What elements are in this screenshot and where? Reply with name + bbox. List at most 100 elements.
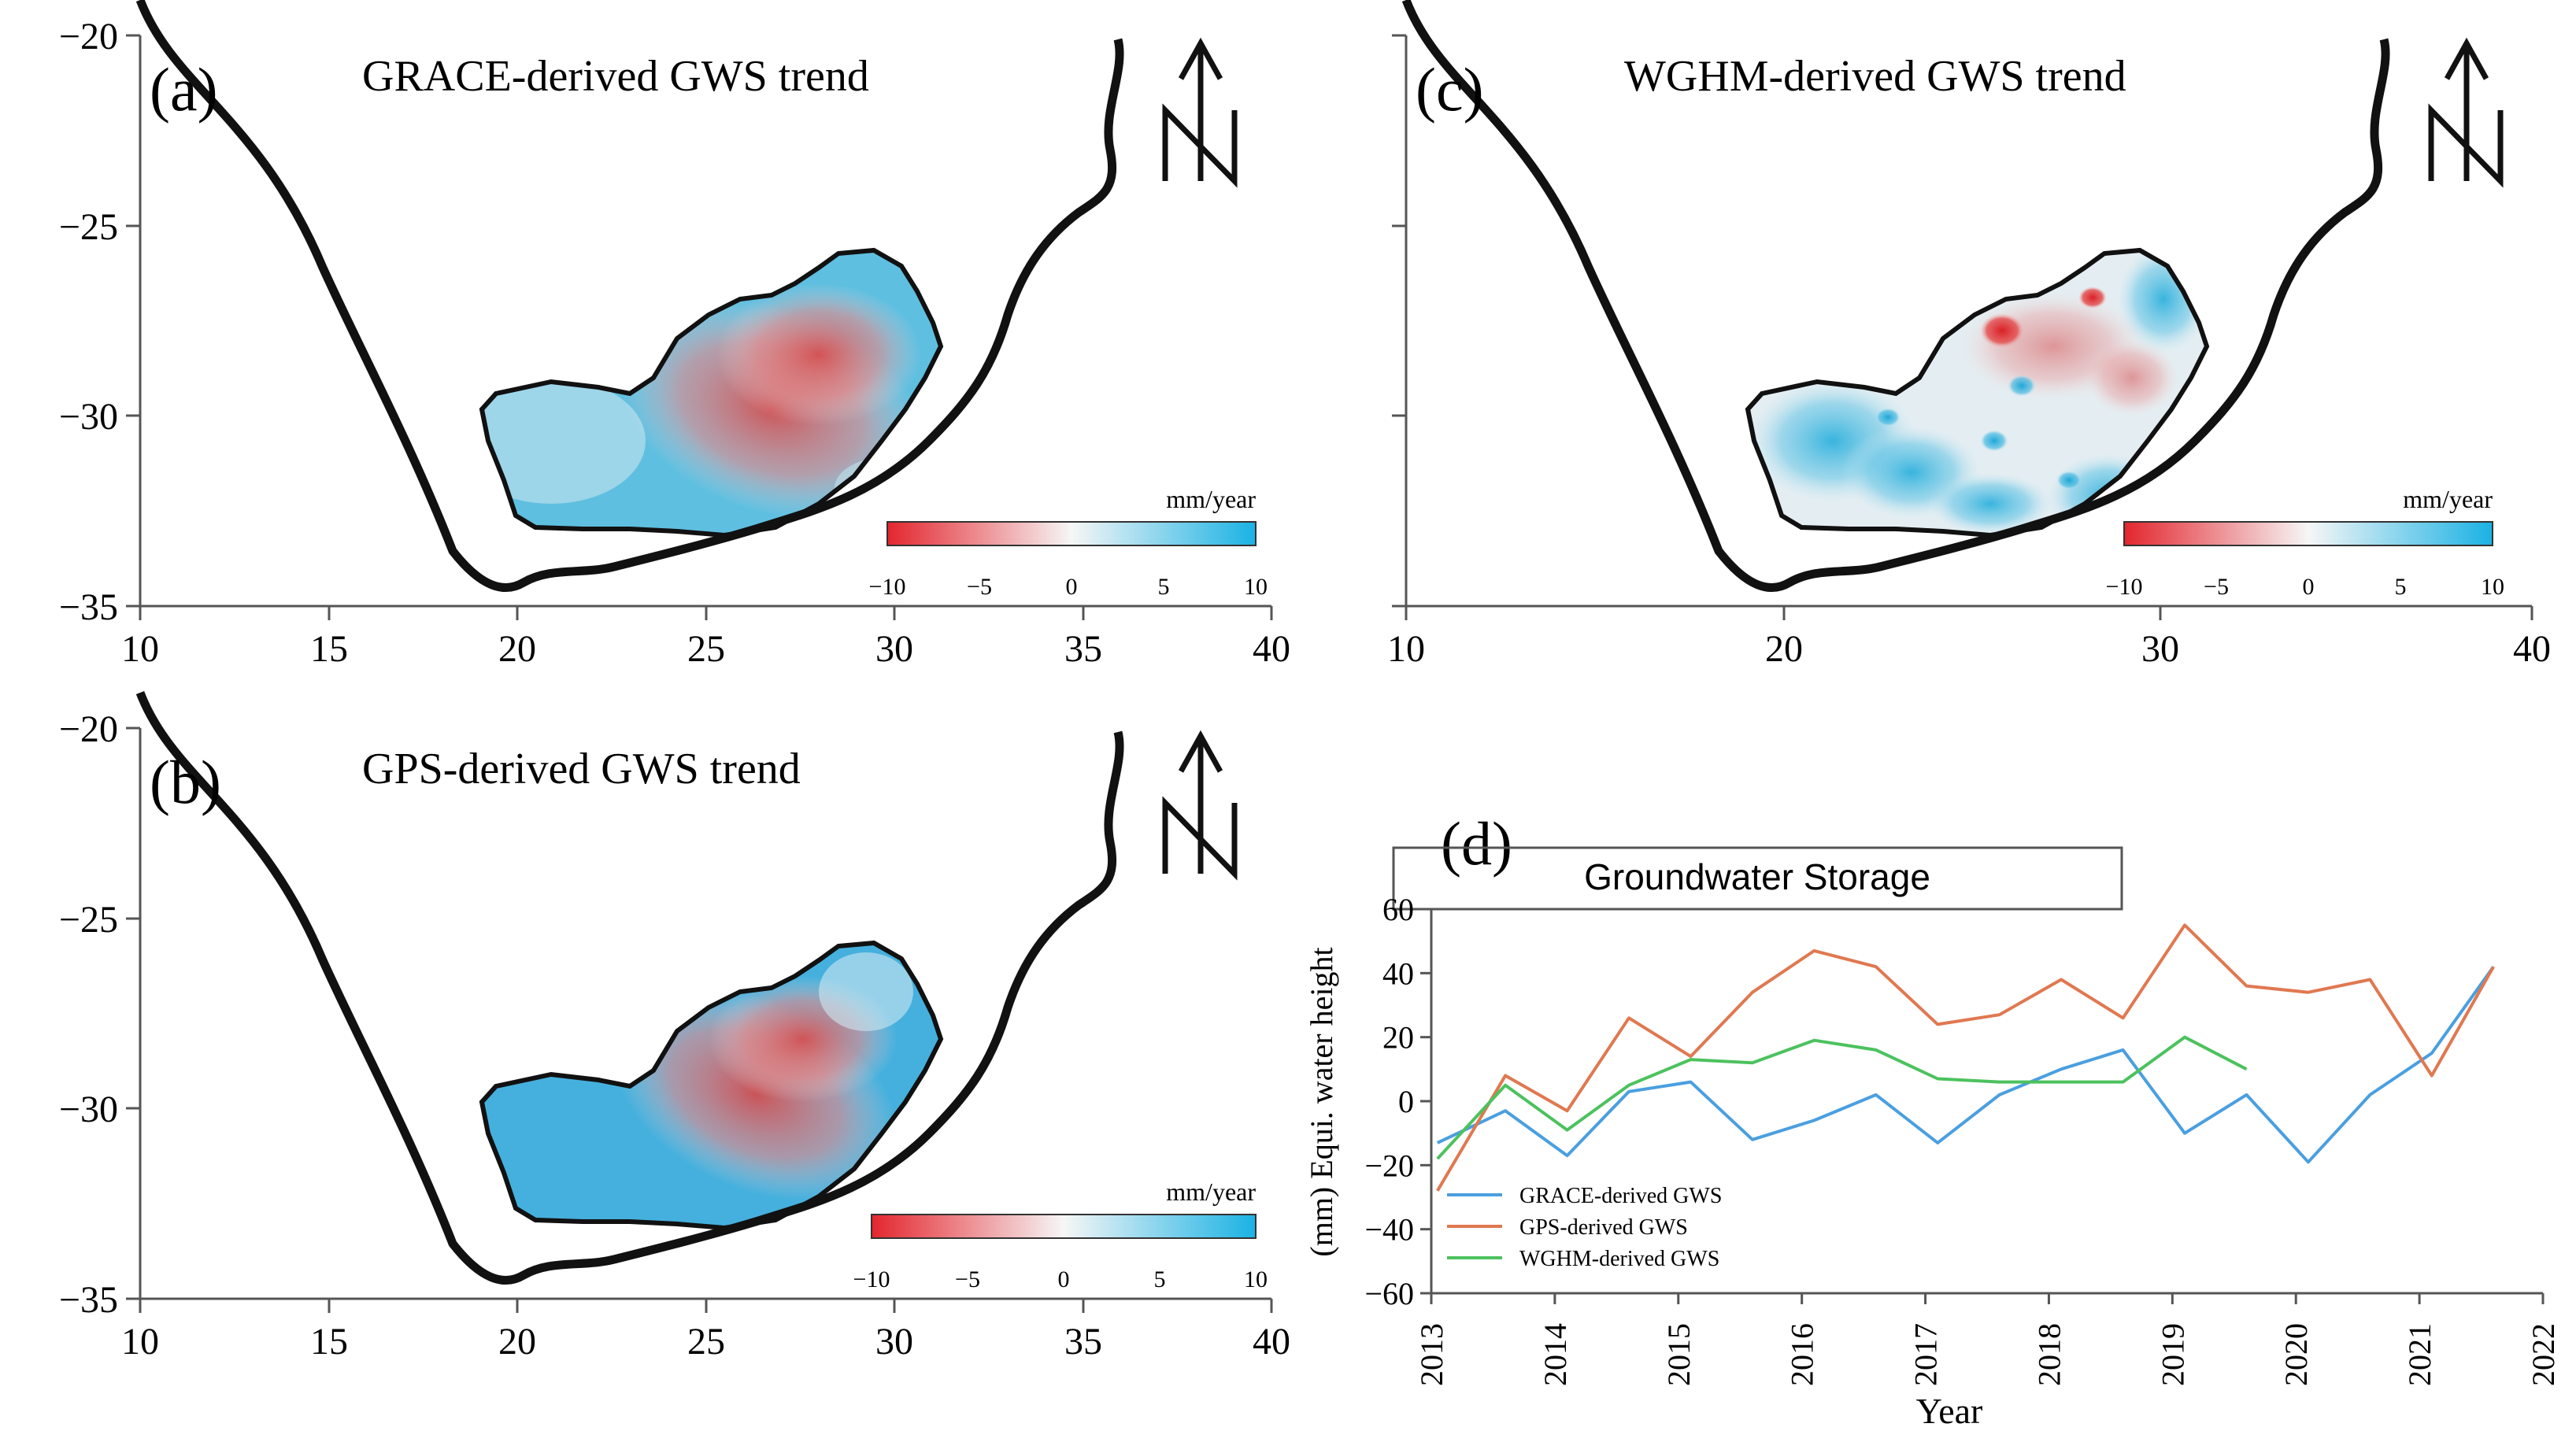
x-tick-label: 40: [1253, 628, 1290, 670]
y-ticks: [1392, 34, 1406, 608]
x-tick-label: 40: [2513, 628, 2551, 670]
colorbar-tick: 0: [1058, 1266, 1070, 1292]
colorbar-tick: −5: [955, 1266, 980, 1292]
north-arrow-icon: [2428, 37, 2504, 188]
y-tick-label: −60: [1364, 1276, 1414, 1311]
x-tick-label: 2014: [1538, 1323, 1573, 1386]
x-tick-label: 2015: [1661, 1323, 1697, 1386]
x-tick-label: 2022: [2526, 1323, 2561, 1386]
legend-label: WGHM-derived GWS: [1519, 1247, 1719, 1271]
x-tick-label: 25: [687, 1321, 725, 1363]
x-tick-label: 30: [875, 628, 913, 670]
north-arrow-icon: [1162, 37, 1238, 188]
colorbar-tick: −10: [2106, 574, 2143, 600]
y-tick-label: −40: [1364, 1212, 1414, 1248]
x-tick-label: 2021: [2402, 1323, 2437, 1386]
x-tick-label: 20: [498, 1321, 536, 1363]
colorbar-tick: 5: [1154, 1266, 1166, 1292]
panel-label: (d): [1441, 809, 1512, 878]
y-tick-label: 60: [1382, 892, 1414, 927]
legend: GRACE-derived GWS GPS-derived GWS WGHM-der…: [1447, 1184, 1722, 1271]
y-tick-label: 40: [1382, 956, 1414, 991]
x-tick-label: 20: [1765, 628, 1803, 670]
colorbar: mm/year −10 −5 0 5 10: [853, 1178, 1268, 1292]
colorbar-tick: 10: [1244, 1266, 1268, 1292]
x-tick-label: 2020: [2278, 1323, 2314, 1386]
y-tick-label: −30: [59, 396, 118, 438]
y-tick-label: −35: [59, 1279, 118, 1321]
series-line-1: [1436, 923, 2495, 1192]
y-tick-label: 0: [1398, 1084, 1414, 1119]
x-ticks: 10 15 20 25 30 35 40: [121, 1299, 1290, 1363]
colorbar-tick: 10: [1244, 574, 1268, 600]
panel-label: (c): [1416, 55, 1484, 124]
colorbar-tick: −5: [2204, 574, 2229, 600]
x-tick-label: 30: [875, 1321, 913, 1363]
x-tick-label: 30: [2141, 628, 2179, 670]
colorbar-tick: 10: [2481, 574, 2504, 600]
colorbar-tick: −10: [869, 574, 906, 600]
y-tick-label: −25: [59, 206, 118, 248]
panel-a-map: −20 −25 −30 −35 10 15 20 25 30 35 40: [59, 0, 1290, 670]
colorbar: mm/year −10 −5 0 5 10: [2106, 485, 2504, 600]
y-tick-label: 20: [1382, 1020, 1414, 1056]
colorbar-tick: 0: [2303, 574, 2315, 600]
y-tick-label: −30: [59, 1089, 118, 1130]
trend-raster: [482, 943, 941, 1243]
chart-title: Groundwater Storage: [1584, 856, 1930, 897]
series-line-0: [1436, 966, 2495, 1164]
panel-b-map: −20 −25 −30 −35 10 15 20 25 30 35 40: [59, 693, 1290, 1363]
y-ticks: −20 −25 −30 −35: [59, 708, 140, 1321]
colorbar-unit: mm/year: [2403, 485, 2493, 513]
panel-label: (b): [150, 748, 221, 816]
x-tick-label: 20: [498, 628, 536, 670]
x-tick-label: 15: [310, 628, 348, 670]
colorbar-tick: 5: [2395, 574, 2407, 600]
series-lines: [1436, 923, 2495, 1192]
panel-label: (a): [150, 55, 218, 124]
north-arrow-icon: [1162, 730, 1238, 881]
x-ticks: 10 20 30 40: [1387, 606, 2551, 670]
x-tick-label: 10: [1387, 628, 1425, 670]
y-tick-label: −20: [59, 708, 118, 750]
x-tick-label: 2013: [1414, 1323, 1449, 1386]
y-axis-label: (mm) Equi. water height: [1304, 947, 1339, 1256]
series-line-2: [1436, 1035, 2248, 1160]
panel-title: WGHM-derived GWS trend: [1624, 52, 2126, 101]
y-tick-label: −20: [1364, 1148, 1414, 1183]
y-tick-label: −35: [59, 586, 118, 628]
colorbar-unit: mm/year: [1166, 1178, 1256, 1206]
trend-raster: [1746, 244, 2211, 539]
x-tick-label: 2019: [2155, 1323, 2190, 1386]
legend-label: GPS-derived GWS: [1519, 1215, 1688, 1240]
x-tick-label: 10: [121, 1321, 159, 1363]
colorbar-tick: −5: [967, 574, 992, 600]
x-axis-label: Year: [1916, 1391, 1983, 1431]
y-ticks: −20 −25 −30 −35: [59, 16, 140, 628]
x-ticks: 10 15 20 25 30 35 40: [121, 606, 1290, 670]
trend-raster: [457, 250, 954, 560]
y-tick-label: −25: [59, 899, 118, 941]
panel-c-map: 10 20 30 40: [1387, 0, 2551, 670]
colorbar-tick: 0: [1066, 574, 1078, 600]
panel-title: GPS-derived GWS trend: [362, 745, 801, 793]
panel-title: GRACE-derived GWS trend: [362, 52, 869, 101]
y-tick-label: −20: [59, 16, 118, 57]
x-tick-label: 35: [1064, 628, 1102, 670]
x-tick-label: 25: [687, 628, 725, 670]
x-tick-label: 10: [121, 628, 159, 670]
legend-label: GRACE-derived GWS: [1519, 1184, 1722, 1208]
colorbar: mm/year −10 −5 0 5 10: [869, 485, 1268, 600]
x-tick-label: 15: [310, 1321, 348, 1363]
colorbar-unit: mm/year: [1166, 485, 1256, 513]
colorbar-tick: −10: [853, 1266, 890, 1292]
x-tick-label: 35: [1064, 1321, 1102, 1363]
x-tick-label: 2018: [2031, 1323, 2067, 1386]
colorbar-tick: 5: [1158, 574, 1170, 600]
x-tick-label: 2016: [1785, 1323, 1820, 1386]
x-tick-label: 40: [1253, 1321, 1290, 1363]
x-tick-label: 2017: [1908, 1323, 1944, 1386]
title-box: [1392, 846, 2123, 911]
